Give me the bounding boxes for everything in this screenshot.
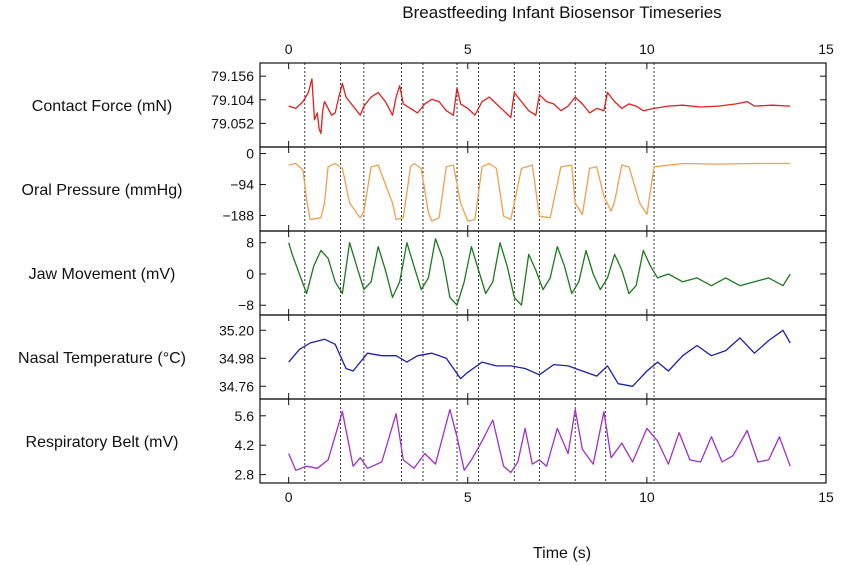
ytick-label-oral-pressure-2: 0 xyxy=(246,146,254,162)
ytick-label-contact-force-1: 79.104 xyxy=(211,92,254,108)
bottom-x-axis: 0 5 10 15 xyxy=(285,489,834,505)
ytick-label-respiratory-belt-0: 2.8 xyxy=(235,467,255,483)
ytick-label-respiratory-belt-2: 5.6 xyxy=(235,408,255,424)
series-line-nasal-temperature xyxy=(288,329,791,387)
panel-label-contact-force: Contact Force (mN) xyxy=(32,98,172,115)
panel-respiratory-belt: 2.8 4.2 5.6 Respiratory Belt (mV) xyxy=(26,398,827,484)
panel-jaw-movement: −8 0 8 Jaw Movement (mV) xyxy=(29,230,827,316)
series-line-respiratory-belt xyxy=(288,408,791,474)
series-line-jaw-movement xyxy=(288,238,791,306)
panel-label-oral-pressure: Oral Pressure (mmHg) xyxy=(22,182,183,199)
panel-frame-contact-force xyxy=(259,62,827,148)
xtick-label-top-1: 5 xyxy=(464,41,472,57)
panel-frame-nasal-temperature xyxy=(259,314,827,400)
xtick-label-top-2: 10 xyxy=(639,41,655,57)
xtick-label-bottom-2: 10 xyxy=(639,489,655,505)
ytick-label-oral-pressure-0: −188 xyxy=(222,208,254,224)
ytick-label-contact-force-2: 79.156 xyxy=(211,68,254,84)
panel-oral-pressure: −188 −94 0 Oral Pressure (mmHg) xyxy=(22,146,827,232)
ytick-label-nasal-temperature-1: 34.98 xyxy=(219,350,254,366)
series-line-oral-pressure xyxy=(288,162,791,222)
panel-label-jaw-movement: Jaw Movement (mV) xyxy=(29,266,176,283)
xtick-label-bottom-1: 5 xyxy=(464,489,472,505)
panels: 79.052 79.104 79.156 Contact Force (mN) −188… xyxy=(18,62,827,484)
top-x-axis: 0 5 10 15 xyxy=(285,41,834,57)
xtick-label-bottom-3: 15 xyxy=(818,489,834,505)
ytick-label-respiratory-belt-1: 4.2 xyxy=(235,437,255,453)
ytick-label-jaw-movement-2: 8 xyxy=(246,235,254,251)
ytick-label-nasal-temperature-2: 35.20 xyxy=(219,322,254,338)
series-line-contact-force xyxy=(288,78,791,135)
panel-contact-force: 79.052 79.104 79.156 Contact Force (mN) xyxy=(32,62,827,148)
panel-frame-oral-pressure xyxy=(259,146,827,232)
panel-label-nasal-temperature: Nasal Temperature (°C) xyxy=(18,350,186,367)
panel-nasal-temperature: 34.76 34.98 35.20 Nasal Temperature (°C) xyxy=(18,314,827,400)
panel-label-respiratory-belt: Respiratory Belt (mV) xyxy=(26,434,179,451)
ytick-label-nasal-temperature-0: 34.76 xyxy=(219,378,254,394)
xtick-label-bottom-0: 0 xyxy=(285,489,293,505)
xtick-label-top-0: 0 xyxy=(285,41,293,57)
xtick-label-top-3: 15 xyxy=(818,41,834,57)
panel-frame-respiratory-belt xyxy=(259,398,827,484)
ytick-label-jaw-movement-1: 0 xyxy=(246,266,254,282)
x-axis-label: Time (s) xyxy=(533,545,591,562)
chart-title: Breastfeeding Infant Biosensor Timeserie… xyxy=(402,3,721,22)
ytick-label-contact-force-0: 79.052 xyxy=(211,115,254,131)
ytick-label-oral-pressure-1: −94 xyxy=(230,177,254,193)
ytick-label-jaw-movement-0: −8 xyxy=(238,297,254,313)
